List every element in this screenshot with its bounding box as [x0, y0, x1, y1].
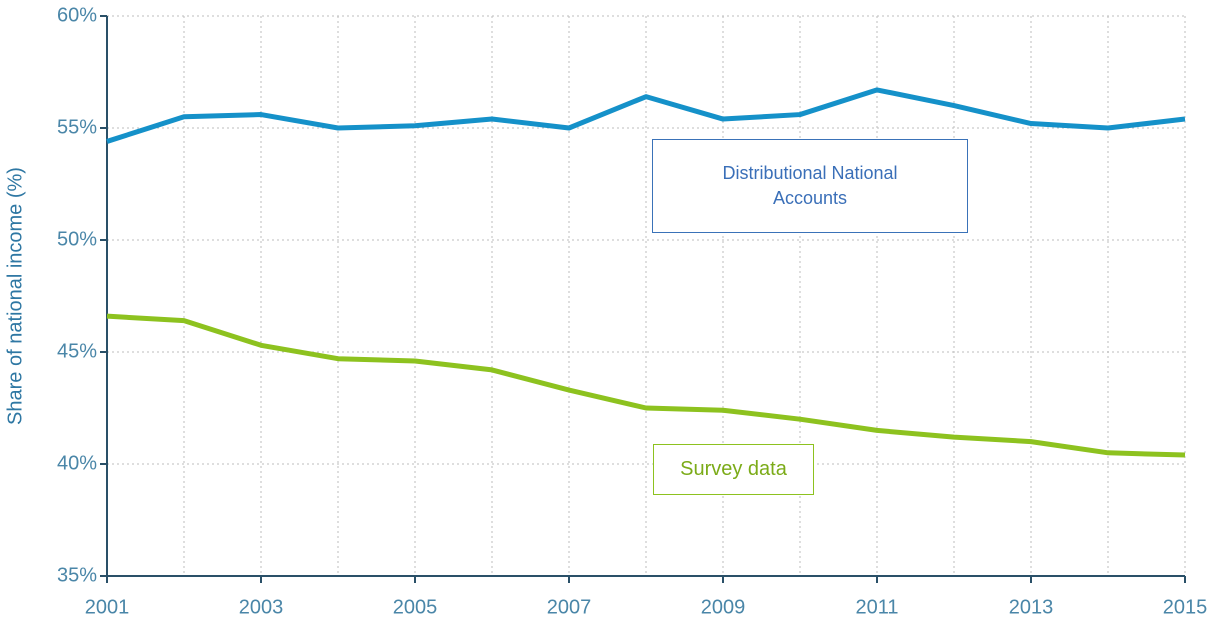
series-line [106, 313, 1186, 458]
series-label-box: Distributional National Accounts [652, 139, 968, 233]
x-tick-label: 2003 [239, 596, 284, 618]
x-tick-label: 2005 [393, 596, 438, 618]
x-tick-label: 2001 [85, 596, 130, 618]
x-tick-label: 2011 [855, 596, 898, 618]
x-tick-label: 2015 [1163, 596, 1208, 618]
y-axis-label: Share of national income (%) [4, 167, 26, 425]
x-tick-label: 2009 [701, 596, 746, 618]
y-tick-label: 60% [57, 4, 97, 26]
y-tick-label: 40% [57, 452, 97, 474]
y-tick-label: 35% [57, 564, 97, 586]
x-tick-label: 2007 [547, 596, 592, 618]
y-tick-label: 55% [57, 116, 97, 138]
x-tick-label: 2013 [1009, 596, 1054, 618]
y-tick-label: 45% [57, 340, 97, 362]
y-tick-label: 50% [57, 228, 97, 250]
series-label-box: Survey data [653, 444, 814, 495]
series-line [106, 87, 1186, 144]
